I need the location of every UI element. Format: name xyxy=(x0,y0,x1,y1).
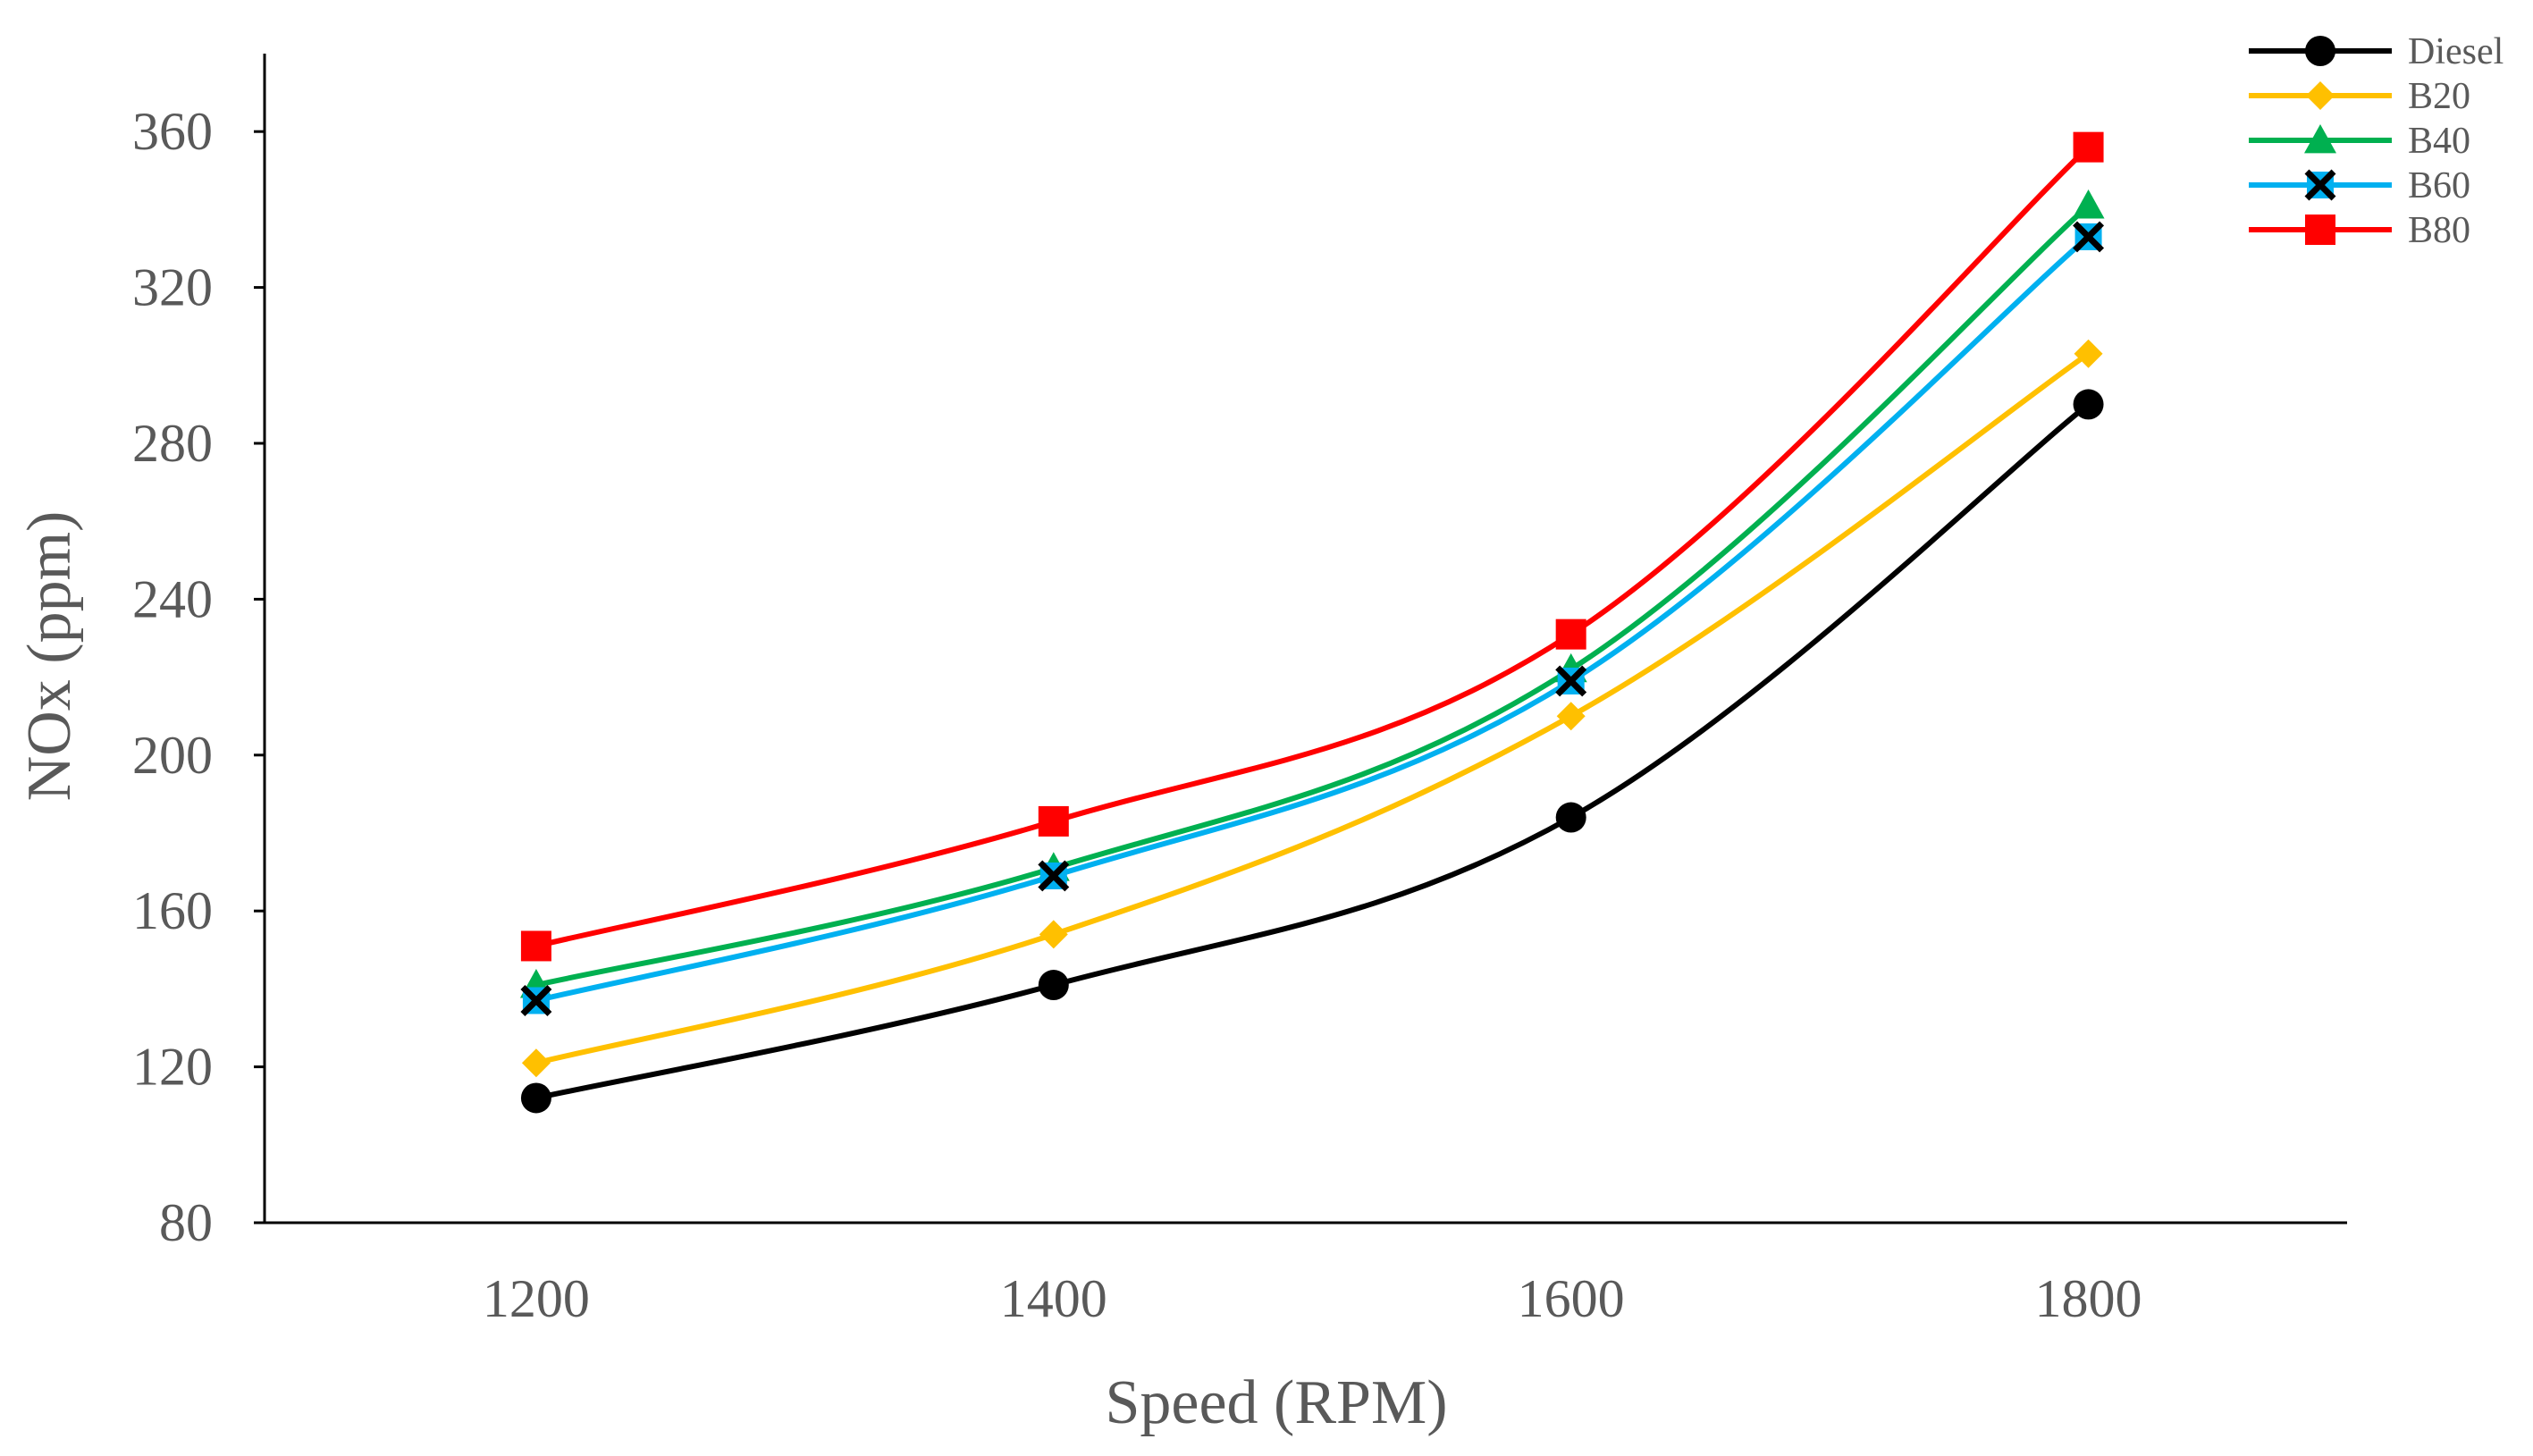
series-line-b80 xyxy=(535,145,2091,949)
legend-marker-b80 xyxy=(2305,215,2335,245)
data-point-diesel-1200 xyxy=(520,1082,551,1114)
data-point-b20-1800 xyxy=(2074,339,2103,368)
x-tick-label: 1600 xyxy=(1518,1269,1625,1328)
x-axis-title: Speed (RPM) xyxy=(1105,1368,1447,1437)
series-b80 xyxy=(520,131,2104,962)
series-line-b60 xyxy=(535,234,2091,1004)
x-tick-label: 1400 xyxy=(1000,1269,1107,1328)
x-tick-labels: 1200 1400 1600 1800 xyxy=(483,1269,2142,1328)
series-b60 xyxy=(520,221,2105,1016)
y-tick-label: 320 xyxy=(132,258,213,317)
series-line-b20 xyxy=(535,351,2091,1066)
data-point-b60-1200 xyxy=(520,985,552,1016)
legend-label: B20 xyxy=(2408,76,2470,117)
axes xyxy=(263,54,2347,1225)
data-point-b20-1200 xyxy=(521,1048,551,1078)
legend-marker-diesel xyxy=(2305,36,2335,66)
legend-item-b60: B60 xyxy=(2249,165,2470,206)
legend-label: B40 xyxy=(2408,121,2470,162)
legend-item-diesel: Diesel xyxy=(2249,31,2504,72)
y-tick-label: 160 xyxy=(132,881,213,940)
data-point-b80-1600 xyxy=(1555,619,1586,650)
data-point-b60-1800 xyxy=(2073,221,2105,253)
legend-marker-b60 xyxy=(2304,169,2336,201)
legend-item-b80: B80 xyxy=(2249,210,2470,251)
legend-label: B80 xyxy=(2408,210,2470,251)
y-tick-label: 240 xyxy=(132,569,213,628)
series-b20 xyxy=(521,339,2103,1078)
legend-label: B60 xyxy=(2408,165,2470,206)
data-point-b80-1200 xyxy=(520,930,551,962)
series-line-b40 xyxy=(535,203,2091,988)
x-tick-label: 1800 xyxy=(2035,1269,2142,1328)
data-point-diesel-1600 xyxy=(1555,802,1586,833)
y-tick-label: 280 xyxy=(132,414,213,473)
legend-label: Diesel xyxy=(2408,31,2504,72)
x-tick-label: 1200 xyxy=(483,1269,590,1328)
data-point-b60-1400 xyxy=(1038,860,1070,892)
legend-item-b40: B40 xyxy=(2249,121,2470,162)
data-point-diesel-1400 xyxy=(1038,970,1069,1001)
data-point-b80-1800 xyxy=(2073,131,2104,163)
data-point-b20-1400 xyxy=(1039,920,1068,949)
legend-marker-b20 xyxy=(2306,81,2335,110)
y-tick-label: 120 xyxy=(132,1038,213,1097)
legend-marker-b40 xyxy=(2304,124,2336,154)
series-line-diesel xyxy=(535,402,2091,1101)
data-point-b80-1400 xyxy=(1038,805,1069,837)
y-tick-labels: 80 120 160 200 240 280 320 360 xyxy=(132,102,265,1252)
data-point-diesel-1800 xyxy=(2073,389,2104,420)
y-tick-label: 200 xyxy=(132,726,213,785)
data-point-b60-1600 xyxy=(1555,665,1587,697)
series xyxy=(519,131,2105,1114)
series-b40 xyxy=(519,189,2105,998)
y-tick-label: 80 xyxy=(159,1193,213,1252)
y-axis-title: NOx (ppm) xyxy=(15,511,84,802)
legend-item-b20: B20 xyxy=(2249,76,2470,117)
data-point-b40-1800 xyxy=(2072,189,2105,219)
y-tick-label: 360 xyxy=(132,102,213,161)
data-point-b20-1600 xyxy=(1556,702,1586,731)
series-diesel xyxy=(520,389,2104,1114)
